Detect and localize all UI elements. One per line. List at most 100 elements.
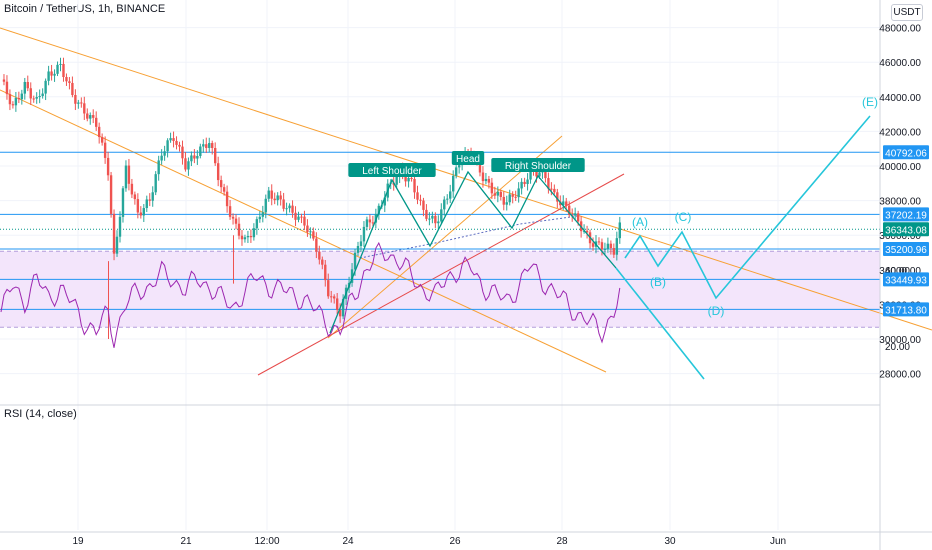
rsi-line xyxy=(0,241,621,348)
candle-body xyxy=(187,161,190,170)
price-tick-label: 40000.00 xyxy=(879,162,921,173)
candle-body xyxy=(356,246,360,253)
candle-body xyxy=(199,146,202,156)
candle-body xyxy=(115,236,119,254)
candle-body xyxy=(454,167,458,176)
price-tick-label: 34000.00 xyxy=(879,266,921,277)
time-tick-label: 30 xyxy=(664,536,676,547)
candle-body xyxy=(8,94,12,105)
rsi-tick-label: 20.00 xyxy=(885,342,910,353)
candle-body xyxy=(169,138,172,141)
candle-body xyxy=(535,170,538,177)
candle-body xyxy=(413,178,416,193)
candle-body xyxy=(499,191,502,197)
trend-line-lower xyxy=(0,89,607,373)
time-tick-label: 21 xyxy=(180,536,192,547)
candle-body xyxy=(288,205,291,209)
candle-body xyxy=(505,202,508,205)
candle-body xyxy=(559,201,562,206)
candle-body xyxy=(50,71,53,76)
candle-body xyxy=(556,192,559,202)
candle-body xyxy=(446,198,449,200)
candle-body xyxy=(41,93,44,97)
candle-body xyxy=(416,192,419,200)
candle-body xyxy=(83,103,86,114)
candle-body xyxy=(267,190,270,199)
price-level-tag xyxy=(883,302,929,317)
pattern-zigzag xyxy=(329,170,617,334)
candle-body xyxy=(103,142,107,158)
candle-body xyxy=(35,97,38,99)
candle-body xyxy=(609,243,613,249)
candle-body xyxy=(216,163,220,181)
candle-body xyxy=(502,196,505,205)
candle-body xyxy=(243,237,247,240)
candle-body xyxy=(20,93,24,100)
price-level-tag-label: 33449.93 xyxy=(885,275,927,286)
candle-body xyxy=(443,199,446,210)
candle-body xyxy=(178,144,181,147)
candle-body xyxy=(273,198,276,201)
candle-body xyxy=(294,212,297,220)
candle-body xyxy=(97,126,101,138)
time-axis: 19 21 12:00 24 26 28 30 Jun xyxy=(72,536,786,547)
candle-body xyxy=(279,195,282,200)
candle-body xyxy=(333,296,336,299)
candle-body xyxy=(318,251,321,260)
candle-body xyxy=(136,199,140,213)
candle-body xyxy=(440,209,443,222)
candle-body xyxy=(517,188,520,198)
currency-unit-badge[interactable]: USDT xyxy=(891,4,923,21)
price-level-tag-label: 31713.80 xyxy=(885,305,927,316)
pattern-labels: Left Shoulder Head Right Shoulder xyxy=(348,151,585,177)
price-level-tag-label: 37202.19 xyxy=(885,210,927,221)
time-tick-label: 24 xyxy=(342,536,354,547)
candle-body xyxy=(338,309,342,317)
candle-body xyxy=(562,201,565,206)
candle-body xyxy=(145,199,148,209)
candle-body xyxy=(157,160,160,175)
wave-label: (A) xyxy=(632,215,648,229)
candle-body xyxy=(5,81,9,95)
candle-body xyxy=(270,190,273,199)
candle-body xyxy=(550,188,553,190)
time-tick-label: 28 xyxy=(556,536,568,547)
candle-body xyxy=(514,196,517,198)
candle-body xyxy=(47,71,50,81)
candle-body xyxy=(118,216,122,237)
candle-body xyxy=(615,238,619,255)
candle-body xyxy=(163,151,166,156)
candle-body xyxy=(490,182,494,194)
time-tick-label: 19 xyxy=(72,536,84,547)
candle-body xyxy=(130,183,134,195)
candle-body xyxy=(148,199,151,201)
pattern-label: Left Shoulder xyxy=(362,166,422,177)
wave-alt-path xyxy=(615,267,705,380)
price-tick-label: 28000.00 xyxy=(879,370,921,381)
price-tick-label: 30000.00 xyxy=(879,335,921,346)
price-level-tag xyxy=(883,242,929,257)
candle-body xyxy=(252,228,256,238)
candle-body xyxy=(23,81,26,94)
candle-body xyxy=(529,168,532,180)
chart-title: Bitcoin / TetherUS, 1h, BINANCE xyxy=(4,3,166,15)
candle-body xyxy=(100,137,104,143)
candle-body xyxy=(184,158,187,170)
candle-body xyxy=(202,144,205,147)
price-tick-label: 48000.00 xyxy=(879,24,921,35)
candle-body xyxy=(211,143,214,149)
candle-body xyxy=(86,113,89,119)
candle-body xyxy=(315,238,318,252)
candle-body xyxy=(603,248,607,250)
wave-label: (E) xyxy=(862,95,878,109)
candle-body xyxy=(109,175,113,214)
candle-body xyxy=(44,80,47,94)
price-level-lines xyxy=(0,151,880,310)
candle-body xyxy=(585,230,589,233)
candle-body xyxy=(493,193,497,196)
price-axis: 28000.0030000.0032000.0034000.0036000.00… xyxy=(879,24,921,381)
candle-body xyxy=(410,178,413,180)
candle-body xyxy=(112,213,116,254)
candle-body xyxy=(160,155,163,161)
